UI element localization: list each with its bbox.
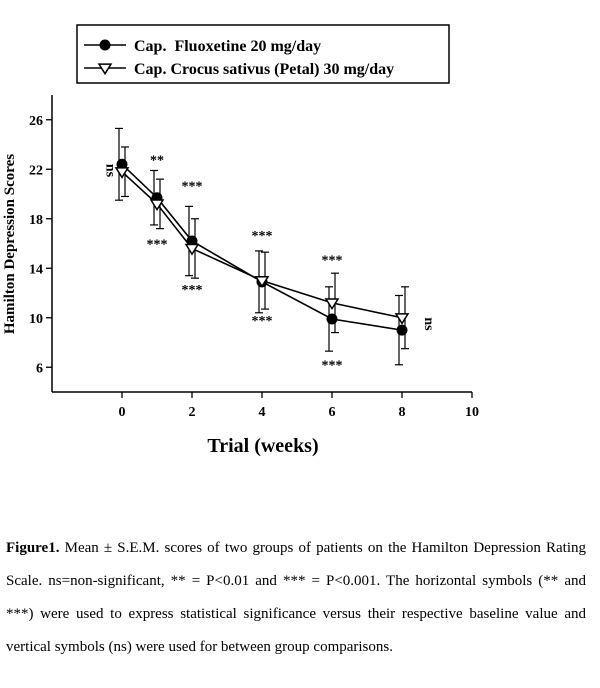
y-tick-label: 14 — [29, 262, 43, 277]
series-line — [121, 171, 403, 319]
significance-label: *** — [322, 359, 343, 374]
significance-label: ns — [102, 164, 117, 178]
x-tick-label: 2 — [189, 405, 196, 420]
hamilton-score-chart: Cap. Fluoxetine 20 mg/day Cap. Crocus sat… — [2, 24, 479, 457]
y-tick-label: 10 — [29, 312, 43, 327]
data-point — [324, 298, 340, 311]
legend: Cap. Fluoxetine 20 mg/day Cap. Crocus sat… — [76, 24, 450, 84]
significance-label: *** — [252, 229, 273, 244]
x-tick-label: 6 — [329, 405, 336, 420]
significance-label: *** — [182, 179, 203, 194]
y-tick-label: 22 — [29, 163, 43, 178]
y-tick-label: 6 — [36, 361, 43, 376]
data-point — [149, 199, 165, 212]
data-point — [394, 313, 410, 325]
series-layer — [114, 127, 410, 366]
significance-label: ** — [150, 153, 164, 168]
axes: 6 10 14 18 22 26 0 2 4 6 8 10 — [29, 95, 479, 420]
x-axis-label: Trial (weeks) — [207, 435, 318, 457]
y-tick-label: 18 — [29, 213, 43, 228]
legend-marker — [99, 39, 111, 51]
figure-caption: Figure1. Mean ± S.E.M. scores of two gro… — [6, 532, 586, 664]
legend-label: Cap. Fluoxetine 20 mg/day — [134, 38, 321, 55]
series-line — [121, 163, 403, 331]
x-tick-label: 0 — [119, 405, 126, 420]
data-point — [184, 243, 200, 256]
y-tick-label: 26 — [29, 114, 43, 129]
significance-label: ns — [421, 317, 436, 331]
caption-text: Mean ± S.E.M. scores of two groups of pa… — [6, 540, 586, 655]
series-2 — [114, 146, 410, 350]
y-axis-label: Hamilton Depression Scores — [2, 154, 18, 334]
significance-label: *** — [322, 254, 343, 269]
x-tick-label: 8 — [399, 405, 406, 420]
x-tick-label: 4 — [259, 405, 266, 420]
significance-label: *** — [182, 283, 203, 298]
significance-label: *** — [147, 237, 168, 252]
x-tick-label: 10 — [465, 405, 479, 420]
legend-box — [76, 24, 450, 84]
legend-marker — [97, 63, 113, 76]
caption-label: Figure1. — [6, 540, 60, 556]
legend-label: Cap. Crocus sativus (Petal) 30 mg/day — [134, 61, 394, 78]
annotation-layer: ns***********************ns — [102, 153, 436, 373]
data-point — [114, 167, 130, 179]
significance-label: *** — [252, 314, 273, 329]
data-point — [254, 275, 270, 288]
